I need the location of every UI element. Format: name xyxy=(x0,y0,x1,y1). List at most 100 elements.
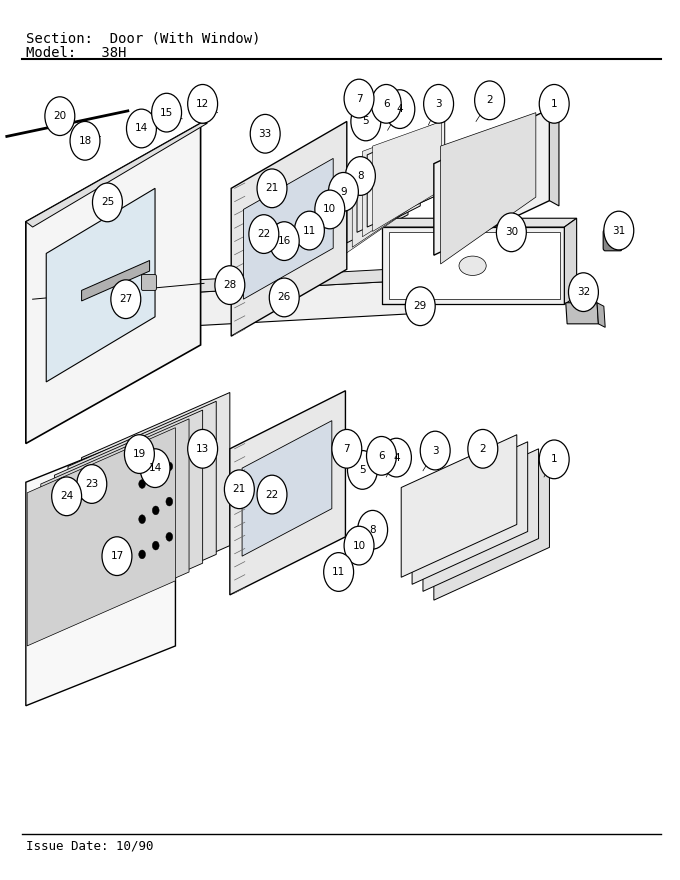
Circle shape xyxy=(224,470,254,509)
Polygon shape xyxy=(33,289,204,315)
Circle shape xyxy=(257,169,287,208)
Polygon shape xyxy=(382,218,577,227)
Text: 16: 16 xyxy=(277,236,291,246)
Text: 14: 14 xyxy=(135,123,148,134)
Circle shape xyxy=(420,431,450,470)
Circle shape xyxy=(371,84,401,123)
Text: 17: 17 xyxy=(110,551,124,561)
Circle shape xyxy=(385,90,415,128)
Circle shape xyxy=(152,541,159,550)
Polygon shape xyxy=(549,109,559,206)
Circle shape xyxy=(381,438,411,477)
Polygon shape xyxy=(26,422,175,706)
Text: 25: 25 xyxy=(101,197,114,208)
Text: 8: 8 xyxy=(369,524,376,535)
Text: 18: 18 xyxy=(78,136,92,146)
Text: 26: 26 xyxy=(277,292,291,303)
Polygon shape xyxy=(82,260,150,301)
Circle shape xyxy=(345,157,375,195)
Circle shape xyxy=(324,553,354,591)
Circle shape xyxy=(468,429,498,468)
Circle shape xyxy=(111,280,141,319)
Polygon shape xyxy=(434,109,549,255)
Polygon shape xyxy=(243,158,333,299)
Circle shape xyxy=(188,84,218,123)
Polygon shape xyxy=(26,123,207,227)
Text: 10: 10 xyxy=(352,540,366,551)
Text: 10: 10 xyxy=(323,204,337,215)
Circle shape xyxy=(166,497,173,506)
Circle shape xyxy=(152,506,159,515)
Circle shape xyxy=(77,465,107,503)
Text: 7: 7 xyxy=(343,444,350,454)
Circle shape xyxy=(367,436,396,475)
Circle shape xyxy=(539,440,569,479)
Polygon shape xyxy=(231,121,347,336)
Circle shape xyxy=(102,537,132,576)
Text: 13: 13 xyxy=(196,444,209,454)
Circle shape xyxy=(269,222,299,260)
Text: 7: 7 xyxy=(356,93,362,104)
Text: 24: 24 xyxy=(60,491,73,502)
Text: 2: 2 xyxy=(486,95,493,106)
Polygon shape xyxy=(68,401,216,620)
Ellipse shape xyxy=(459,256,486,275)
Circle shape xyxy=(328,172,358,211)
Text: 5: 5 xyxy=(362,116,369,127)
Polygon shape xyxy=(412,442,528,584)
Text: 21: 21 xyxy=(233,484,246,495)
Polygon shape xyxy=(197,280,420,326)
Polygon shape xyxy=(197,268,420,292)
Text: 21: 21 xyxy=(265,183,279,194)
Circle shape xyxy=(139,515,146,524)
Text: 20: 20 xyxy=(53,111,67,121)
Circle shape xyxy=(347,451,377,489)
Circle shape xyxy=(152,471,159,480)
Circle shape xyxy=(344,526,374,565)
Text: 14: 14 xyxy=(148,463,162,473)
Polygon shape xyxy=(441,113,536,264)
Circle shape xyxy=(140,449,170,488)
Circle shape xyxy=(249,215,279,253)
Text: 4: 4 xyxy=(393,452,400,463)
Polygon shape xyxy=(54,410,203,628)
Polygon shape xyxy=(342,143,405,256)
Polygon shape xyxy=(26,123,201,444)
Circle shape xyxy=(70,121,100,160)
Circle shape xyxy=(250,114,280,153)
Circle shape xyxy=(332,429,362,468)
Text: 1: 1 xyxy=(551,454,558,465)
Ellipse shape xyxy=(222,282,241,296)
Circle shape xyxy=(568,273,598,312)
Text: 33: 33 xyxy=(258,128,272,139)
Circle shape xyxy=(52,477,82,516)
Circle shape xyxy=(257,475,287,514)
FancyBboxPatch shape xyxy=(603,230,622,251)
Text: 22: 22 xyxy=(265,489,279,500)
Text: Issue Date: 10/90: Issue Date: 10/90 xyxy=(26,840,154,853)
Text: 19: 19 xyxy=(133,449,146,459)
Circle shape xyxy=(126,109,156,148)
Polygon shape xyxy=(434,458,549,600)
FancyBboxPatch shape xyxy=(141,275,156,290)
Text: 23: 23 xyxy=(85,479,99,489)
Circle shape xyxy=(351,102,381,141)
Circle shape xyxy=(139,480,146,488)
Polygon shape xyxy=(357,125,432,232)
Circle shape xyxy=(166,532,173,541)
Circle shape xyxy=(45,97,75,136)
Circle shape xyxy=(344,79,374,118)
Circle shape xyxy=(152,93,182,132)
Text: 3: 3 xyxy=(432,445,439,456)
Text: Section:  Door (With Window): Section: Door (With Window) xyxy=(26,32,260,46)
Text: 30: 30 xyxy=(505,227,518,238)
Polygon shape xyxy=(597,303,605,327)
Text: 4: 4 xyxy=(396,104,403,114)
Text: 15: 15 xyxy=(160,107,173,118)
Polygon shape xyxy=(382,227,564,304)
Polygon shape xyxy=(41,419,189,637)
Polygon shape xyxy=(401,435,517,577)
Polygon shape xyxy=(362,127,429,237)
Polygon shape xyxy=(423,449,539,591)
Polygon shape xyxy=(564,218,577,304)
